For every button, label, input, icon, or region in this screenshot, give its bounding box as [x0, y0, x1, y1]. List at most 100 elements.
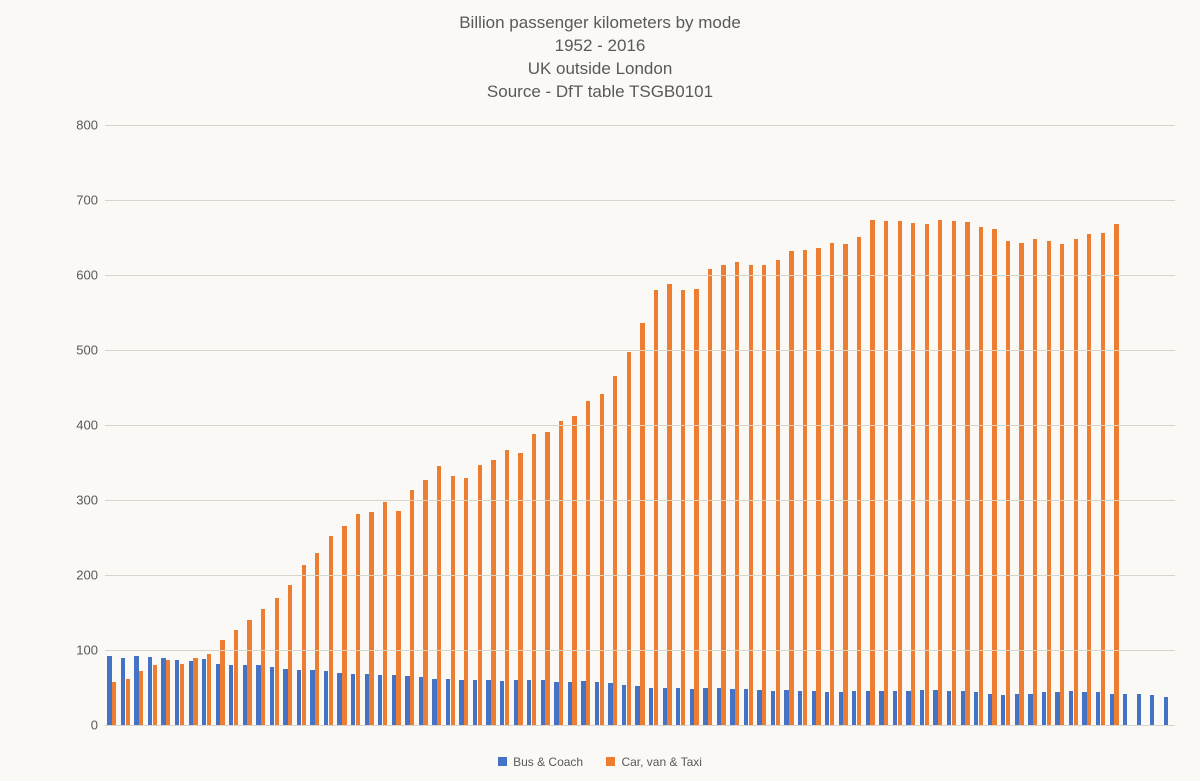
bar-car: [572, 416, 576, 725]
bar-car: [261, 609, 265, 725]
bar-car: [369, 512, 373, 725]
bar-car: [315, 553, 319, 726]
plot-area: [105, 125, 1175, 725]
bar-bus: [635, 686, 639, 725]
bar-bus: [189, 661, 193, 725]
bar-car: [356, 514, 360, 726]
bar-bus: [1137, 694, 1141, 726]
bar-car: [207, 654, 211, 725]
bar-car: [708, 269, 712, 725]
bar-bus: [1055, 692, 1059, 725]
bar-car: [776, 260, 780, 725]
bar-car: [139, 671, 143, 725]
bar-car: [396, 511, 400, 725]
y-tick-label: 800: [48, 118, 98, 133]
bar-bus: [852, 691, 856, 725]
title-line-3: UK outside London: [0, 58, 1200, 81]
bar-bus: [148, 657, 152, 725]
bar-car: [451, 476, 455, 725]
bar-car: [275, 598, 279, 726]
bar-car: [302, 565, 306, 726]
bar-car: [423, 480, 427, 725]
grid-line: [105, 650, 1175, 651]
bar-car: [600, 394, 604, 725]
bar-bus: [920, 690, 924, 725]
bar-car: [437, 466, 441, 725]
bar-bus: [825, 692, 829, 725]
bar-car: [1019, 243, 1023, 725]
bar-bus: [744, 689, 748, 725]
y-tick-label: 600: [48, 268, 98, 283]
bar-bus: [1042, 692, 1046, 725]
bar-car: [410, 490, 414, 725]
bar-car: [1033, 239, 1037, 725]
legend-swatch-bus: [498, 757, 507, 766]
bar-car: [694, 289, 698, 726]
bar-bus: [961, 691, 965, 725]
bar-car: [1060, 244, 1064, 726]
bar-car: [559, 421, 563, 726]
bar-bus: [812, 691, 816, 725]
y-tick-label: 0: [48, 718, 98, 733]
bar-car: [518, 453, 522, 725]
bar-bus: [608, 683, 612, 725]
bar-bus: [568, 682, 572, 726]
legend: Bus & Coach Car, van & Taxi: [0, 755, 1200, 770]
bar-car: [1047, 241, 1051, 726]
grid-line: [105, 425, 1175, 426]
bar-bus: [297, 670, 301, 725]
bar-bus: [229, 665, 233, 725]
bar-bus: [798, 691, 802, 726]
bar-bus: [514, 680, 518, 725]
bar-bus: [310, 670, 314, 725]
bar-bus: [771, 691, 775, 726]
bar-bus: [459, 680, 463, 725]
bar-bus: [717, 688, 721, 725]
bar-bus: [392, 675, 396, 725]
bar-car: [126, 679, 130, 726]
bar-bus: [432, 679, 436, 725]
bar-bus: [1028, 694, 1032, 726]
bar-car: [843, 244, 847, 725]
bar-bus: [879, 691, 883, 726]
bar-car: [220, 640, 224, 725]
bar-bus: [947, 691, 951, 726]
bar-bus: [1082, 692, 1086, 725]
bar-bus: [121, 658, 125, 726]
bar-bus: [1015, 694, 1019, 726]
bar-bus: [1150, 695, 1154, 725]
bar-car: [816, 248, 820, 725]
bar-bus: [243, 665, 247, 725]
bar-bus: [405, 676, 409, 726]
bar-bus: [676, 688, 680, 725]
grid-line: [105, 275, 1175, 276]
bar-car: [640, 323, 644, 725]
bar-bus: [365, 674, 369, 725]
bar-bus: [581, 681, 585, 725]
bar-car: [180, 664, 184, 726]
bar-car: [505, 450, 509, 725]
grid-line: [105, 350, 1175, 351]
grid-line: [105, 125, 1175, 126]
bar-car: [1101, 233, 1105, 725]
bar-car: [803, 250, 807, 726]
bar-bus: [473, 680, 477, 725]
bar-car: [166, 660, 170, 725]
bar-bus: [541, 680, 545, 725]
grid-line: [105, 500, 1175, 501]
bar-car: [464, 478, 468, 726]
title-line-2: 1952 - 2016: [0, 35, 1200, 58]
bar-bus: [283, 669, 287, 725]
y-tick-label: 100: [48, 643, 98, 658]
bar-bus: [906, 691, 910, 726]
bar-car: [1087, 234, 1091, 725]
bar-bus: [649, 688, 653, 726]
bar-car: [613, 376, 617, 725]
grid-line: [105, 200, 1175, 201]
bar-bus: [893, 691, 897, 726]
bar-car: [478, 465, 482, 725]
bar-bus: [256, 665, 260, 725]
bar-bus: [622, 685, 626, 726]
chart-title: Billion passenger kilometers by mode 195…: [0, 12, 1200, 104]
bar-car: [153, 665, 157, 725]
